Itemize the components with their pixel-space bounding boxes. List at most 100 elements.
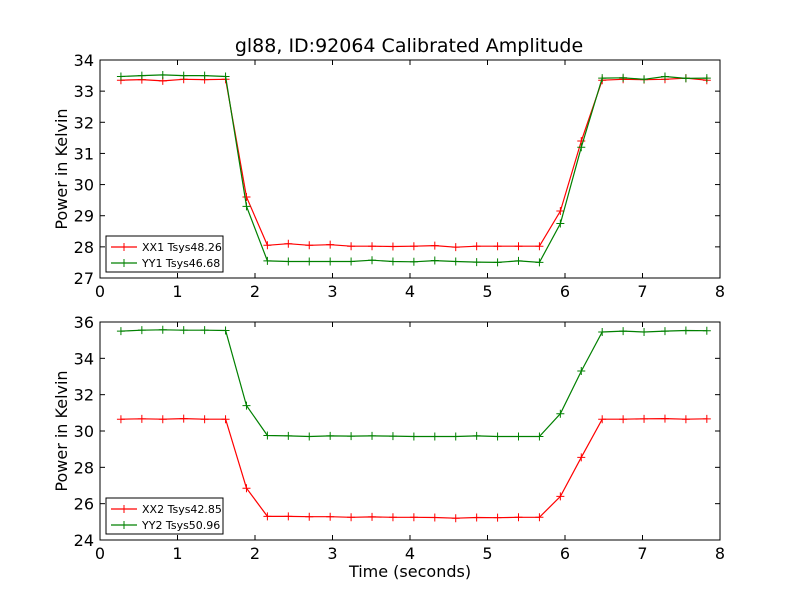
x-axis-label: Time (seconds)	[348, 562, 471, 581]
data-point	[451, 257, 460, 266]
data-point	[200, 326, 209, 335]
y-tick-label: 36	[74, 313, 94, 332]
data-point	[535, 432, 544, 441]
data-point	[200, 415, 209, 424]
data-point	[681, 415, 690, 424]
data-point	[409, 242, 418, 251]
data-point	[430, 513, 439, 522]
x-tick-label: 7	[637, 282, 647, 301]
data-point	[702, 326, 711, 335]
data-point	[347, 432, 356, 441]
legend-marker	[120, 243, 128, 251]
data-point	[598, 415, 607, 424]
data-point	[577, 367, 586, 376]
data-point	[284, 257, 293, 266]
data-point	[158, 325, 167, 334]
data-point	[556, 492, 565, 501]
x-tick-label: 7	[637, 544, 647, 563]
x-tick-label: 8	[715, 282, 725, 301]
y-tick-label: 30	[74, 422, 94, 441]
series-line-xx1	[120, 77, 707, 248]
data-point	[242, 193, 251, 202]
data-point	[388, 513, 397, 522]
data-point	[619, 415, 628, 424]
data-point	[137, 414, 146, 423]
legend-label: XX1 Tsys48.26	[142, 241, 222, 254]
data-point	[493, 258, 502, 267]
data-point	[221, 415, 230, 424]
data-point	[305, 241, 314, 250]
y-tick-label: 28	[74, 238, 94, 257]
data-point	[598, 74, 607, 83]
data-point	[368, 431, 377, 440]
x-tick-label: 2	[250, 282, 260, 301]
data-point	[347, 257, 356, 266]
data-point	[493, 242, 502, 251]
data-point	[514, 256, 523, 265]
data-point	[368, 512, 377, 521]
data-point	[388, 257, 397, 266]
data-point	[598, 327, 607, 336]
data-point	[660, 72, 669, 81]
data-point	[158, 415, 167, 424]
y-tick-label: 29	[74, 207, 94, 226]
data-point	[451, 432, 460, 441]
data-point	[137, 71, 146, 80]
y-tick-label: 27	[74, 269, 94, 288]
x-tick-label: 3	[327, 282, 337, 301]
data-point	[388, 242, 397, 251]
data-point	[263, 512, 272, 521]
data-point	[221, 72, 230, 81]
data-point	[577, 143, 586, 152]
data-point	[577, 453, 586, 462]
x-tick-label: 1	[172, 544, 182, 563]
data-point	[368, 256, 377, 265]
y-tick-label: 28	[74, 458, 94, 477]
data-point	[179, 326, 188, 335]
x-tick-label: 5	[482, 282, 492, 301]
chart-title: gl88, ID:92064 Calibrated Amplitude	[235, 35, 583, 57]
data-point	[305, 432, 314, 441]
x-tick-label: 6	[560, 282, 570, 301]
data-point	[640, 414, 649, 423]
data-point	[200, 71, 209, 80]
legend-box	[105, 497, 224, 535]
data-point	[430, 241, 439, 250]
series-line-yy1	[120, 74, 707, 264]
x-tick-label: 2	[250, 544, 260, 563]
x-tick-label: 3	[327, 544, 337, 563]
y-tick-label: 32	[74, 386, 94, 405]
data-point	[493, 513, 502, 522]
data-point	[326, 431, 335, 440]
data-point	[263, 241, 272, 250]
data-point	[242, 401, 251, 410]
data-point	[535, 513, 544, 522]
legend-label: YY1 Tsys46.68	[141, 257, 220, 270]
data-point	[263, 431, 272, 440]
x-tick-label: 6	[560, 544, 570, 563]
y-tick-label: 34	[74, 51, 94, 70]
data-point	[326, 240, 335, 249]
data-point	[430, 432, 439, 441]
x-tick-label: 0	[95, 282, 105, 301]
data-point	[116, 415, 125, 424]
x-tick-label: 0	[95, 544, 105, 563]
data-point	[556, 409, 565, 418]
data-point	[556, 219, 565, 228]
data-point	[284, 512, 293, 521]
data-point	[326, 512, 335, 521]
data-point	[347, 242, 356, 251]
data-point	[472, 431, 481, 440]
data-point	[472, 258, 481, 267]
data-point	[158, 70, 167, 79]
y-tick-label: 26	[74, 495, 94, 514]
data-point	[702, 414, 711, 423]
y-tick-label: 33	[74, 82, 94, 101]
data-point	[514, 242, 523, 251]
data-point	[619, 73, 628, 82]
x-tick-label: 4	[405, 282, 415, 301]
x-tick-label: 4	[405, 544, 415, 563]
data-point	[305, 257, 314, 266]
data-point	[535, 258, 544, 267]
